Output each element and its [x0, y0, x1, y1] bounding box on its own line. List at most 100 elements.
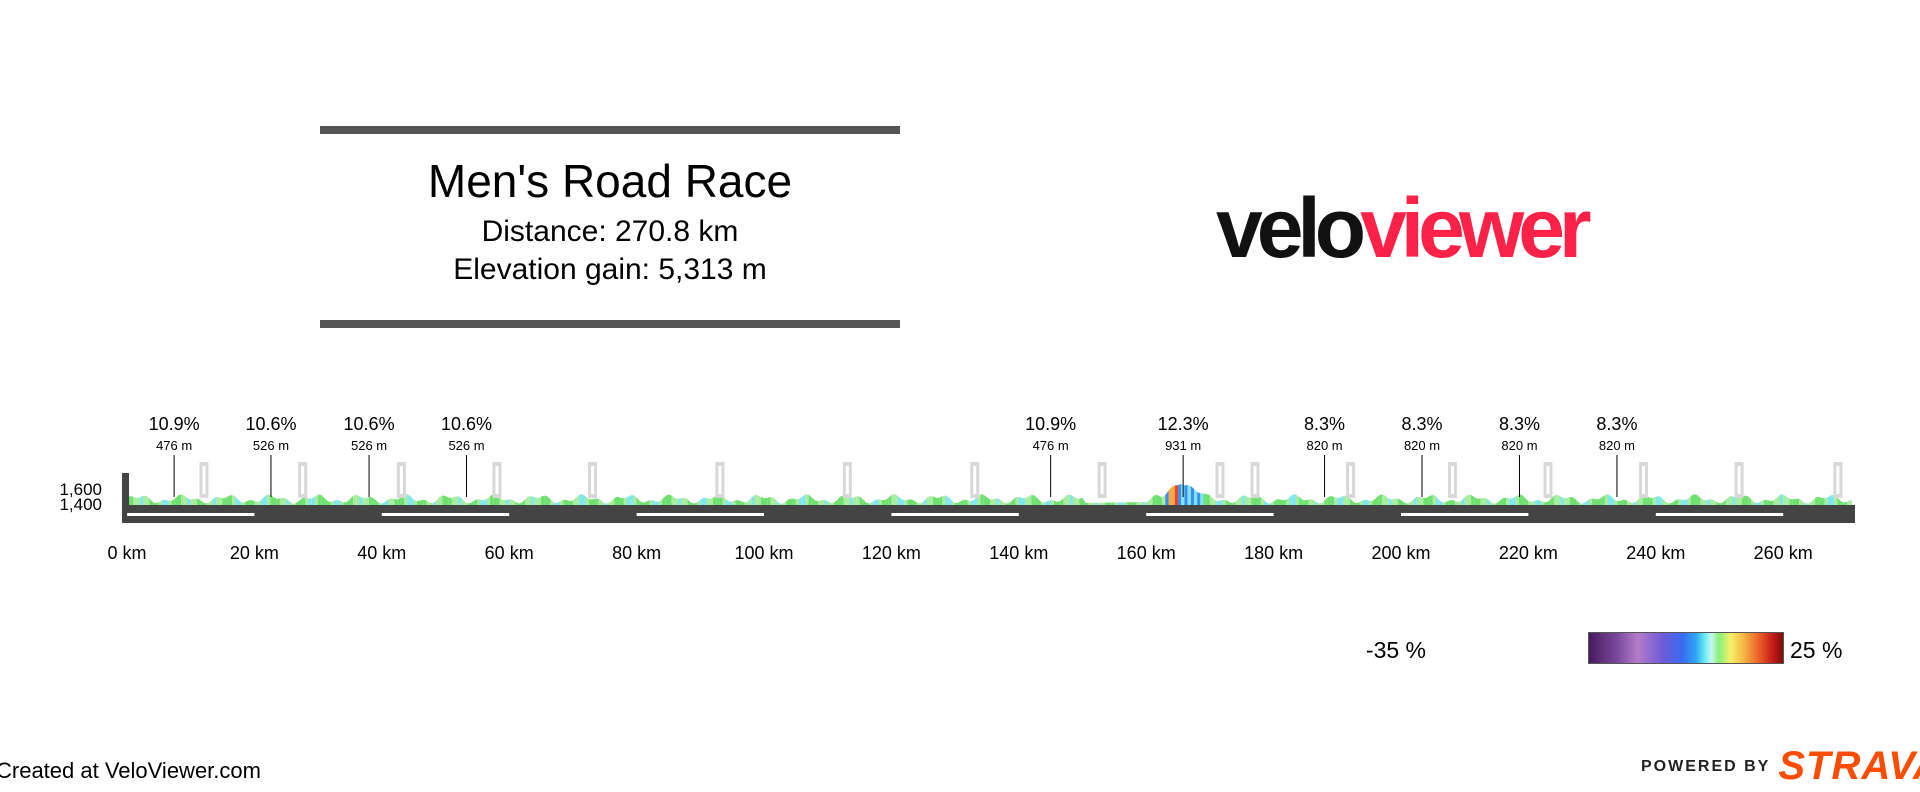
profile-segment: [209, 499, 213, 505]
profile-segment: [1630, 502, 1634, 505]
profile-segment: [1623, 499, 1628, 505]
profile-segment: [916, 502, 921, 505]
profile-segment: [795, 499, 800, 505]
profile-segment: [1219, 499, 1223, 505]
profile-segment: [1203, 493, 1207, 505]
profile-segment: [308, 498, 312, 505]
profile-segment: [394, 499, 398, 505]
profile-segment: [920, 501, 924, 505]
profile-segment: [611, 498, 615, 505]
x-tick-label: 80 km: [612, 543, 661, 563]
profile-segment: [1114, 502, 1118, 505]
profile-segment: [397, 497, 401, 505]
profile-segment: [1815, 496, 1819, 505]
profile-segment: [442, 495, 446, 505]
profile-segment: [1168, 486, 1172, 505]
profile-segment: [1716, 501, 1720, 505]
profile-segment: [1130, 502, 1134, 505]
profile-segment: [1432, 494, 1437, 505]
profile-segment: [1018, 496, 1022, 505]
y-axis-bar: [122, 473, 129, 507]
profile-segment: [891, 494, 895, 505]
profile-segment: [1120, 502, 1124, 505]
profile-segment: [990, 499, 994, 505]
profile-segment: [576, 494, 580, 505]
climb-gradient-label: 8.3%: [1499, 414, 1540, 434]
profile-segment: [197, 498, 201, 505]
profile-segment: [894, 494, 898, 505]
profile-segment: [1471, 494, 1475, 505]
profile-segment: [203, 502, 207, 505]
profile-segment: [365, 497, 370, 505]
profile-segment: [853, 496, 857, 505]
profile-segment: [1595, 499, 1599, 505]
profile-segment: [1846, 500, 1851, 505]
profile-segment: [741, 501, 745, 505]
profile-segment: [929, 496, 933, 505]
profile-segment: [1811, 498, 1816, 505]
profile-segment: [318, 494, 322, 505]
profile-segment: [732, 500, 736, 505]
profile-segment: [1327, 496, 1331, 505]
profile-segment: [646, 500, 650, 505]
profile-segment: [152, 501, 156, 505]
profile-segment: [1420, 497, 1424, 505]
profile-segment: [1299, 496, 1303, 505]
profile-segment: [228, 494, 233, 505]
profile-segment: [1257, 496, 1261, 505]
profile-segment: [1464, 494, 1468, 505]
profile-segment: [1388, 498, 1392, 505]
profile-segment: [439, 495, 443, 505]
profile-segment: [149, 498, 153, 505]
profile-segment: [1795, 498, 1800, 505]
profile-segment: [1455, 501, 1459, 505]
profile-segment: [872, 499, 876, 505]
profile-segment: [1241, 495, 1245, 505]
profile-segment: [1381, 494, 1386, 505]
profile-segment: [674, 497, 679, 505]
profile-segment: [133, 496, 137, 505]
profile-segment: [445, 495, 449, 505]
profile-segment: [1837, 497, 1841, 505]
profile-segment: [168, 500, 172, 505]
profile-segment: [1824, 497, 1828, 505]
profile-segment: [1375, 495, 1379, 505]
profile-segment: [534, 497, 538, 505]
profile-segment: [1808, 501, 1812, 505]
profile-segment: [652, 500, 656, 505]
profile-segment: [1544, 502, 1548, 505]
profile-segment: [1158, 495, 1163, 505]
profile-segment: [378, 502, 382, 505]
profile-segment: [865, 502, 870, 505]
climb-gradient-label: 8.3%: [1596, 414, 1637, 434]
profile-segment: [1111, 502, 1115, 505]
profile-segment: [1213, 498, 1217, 505]
climb-gradient-label: 10.6%: [245, 414, 296, 434]
profile-segment: [1617, 500, 1621, 505]
marker-plaque-notch: [718, 466, 722, 494]
marker-plaque-notch: [1450, 466, 1454, 494]
profile-segment: [1072, 496, 1077, 505]
profile-segment: [560, 499, 564, 505]
profile-segment: [1149, 496, 1153, 505]
created-at-text: Created at VeloViewer.com: [0, 758, 261, 783]
profile-segment: [1324, 497, 1328, 505]
profile-segment: [1601, 495, 1605, 505]
profile-segment: [1506, 497, 1510, 505]
profile-segment: [1155, 494, 1159, 505]
profile-segment: [846, 496, 850, 505]
profile-segment: [1448, 499, 1452, 505]
profile-segment: [808, 494, 812, 505]
profile-segment: [1843, 501, 1847, 505]
profile-segment: [849, 497, 854, 505]
profile-segment: [1107, 502, 1112, 505]
profile-segment: [786, 498, 790, 505]
profile-segment: [244, 500, 249, 505]
profile-segment: [1095, 502, 1099, 505]
profile-segment: [1850, 500, 1852, 505]
profile-segment: [642, 501, 647, 505]
profile-segment: [334, 499, 338, 505]
profile-segment: [971, 499, 975, 505]
profile-segment: [1178, 483, 1182, 505]
profile-segment: [1760, 499, 1765, 505]
